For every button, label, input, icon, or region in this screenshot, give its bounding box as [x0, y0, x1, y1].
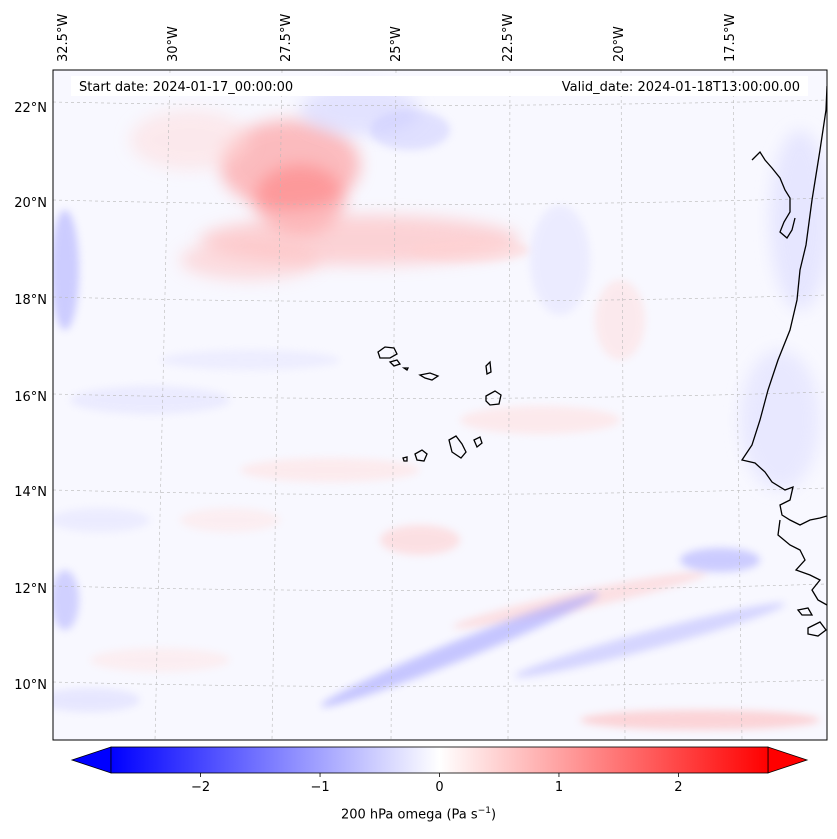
lat-label: 16°N	[14, 390, 47, 405]
colorbar: −2 −1 0 1 2	[70, 746, 809, 795]
lat-label: 14°N	[14, 485, 47, 500]
island-santiago	[448, 435, 467, 459]
lon-label: 17.5°W	[723, 14, 738, 62]
lon-label: 20°W	[612, 26, 627, 62]
map-panel: Start date: 2024-01-17_00:00:00 Valid_da…	[52, 69, 828, 741]
lat-label: 22°N	[14, 101, 47, 116]
island-sal	[485, 360, 492, 375]
colorbar-tick-label: 0	[435, 780, 443, 795]
omega-field	[53, 85, 827, 730]
lon-label: 30°W	[166, 26, 181, 62]
island-sao-vicente	[388, 359, 402, 367]
map-frame	[52, 69, 828, 741]
cape-verde-islands	[377, 346, 502, 462]
island-santa-luzia	[401, 367, 410, 371]
colorbar-tick-label: −2	[191, 780, 210, 795]
valid-date-label: Valid_date: 2024-01-18T13:00:00.00	[562, 80, 800, 95]
lat-label: 12°N	[14, 582, 47, 597]
lat-label: 18°N	[14, 293, 47, 308]
colorbar-tick-label: 1	[555, 780, 563, 795]
colorbar-variable: 200 hPa omega	[340, 807, 443, 823]
graticule	[53, 70, 827, 740]
colorbar-title: 200 hPa omega (Pa s−1)	[340, 806, 497, 823]
colorbar-tick-label: 2	[674, 780, 682, 795]
colorbar-units: Pa s	[451, 807, 478, 823]
colorbar-ticks: −2 −1 0 1 2	[191, 773, 683, 795]
coastlines	[377, 85, 827, 637]
start-date-label: Start date: 2024-01-17_00:00:00	[79, 80, 293, 95]
island-boa-vista	[485, 390, 502, 406]
lon-label: 32.5°W	[56, 14, 71, 62]
lon-label: 27.5°W	[279, 14, 294, 62]
colorbar-min-extend	[70, 746, 112, 774]
colorbar-max-extend	[767, 746, 809, 774]
colorbar-units-exponent: −1	[477, 806, 491, 816]
date-box	[71, 76, 808, 96]
africa-coastline	[740, 85, 827, 526]
colorbar-tick-label: −1	[310, 780, 329, 795]
island-sao-nicolau	[418, 372, 440, 381]
lon-label: 22.5°W	[501, 14, 516, 62]
colorbar-gradient	[110, 746, 769, 774]
island-fogo	[414, 449, 428, 462]
longitude-labels: 32.5°W 30°W 27.5°W 25°W 22.5°W 20°W 17.5…	[56, 14, 738, 62]
island-maio	[473, 436, 483, 449]
guinea-coast	[777, 519, 827, 606]
latitude-labels: 22°N 20°N 18°N 16°N 14°N 12°N 10°N	[14, 101, 47, 693]
lon-label: 25°W	[389, 26, 404, 62]
island-brava	[402, 456, 408, 462]
mauritania-coast-north	[751, 150, 796, 239]
lat-label: 10°N	[14, 678, 47, 693]
island-santo-antao	[377, 346, 398, 359]
bissagos-islands	[796, 607, 827, 637]
lat-label: 20°N	[14, 196, 47, 211]
